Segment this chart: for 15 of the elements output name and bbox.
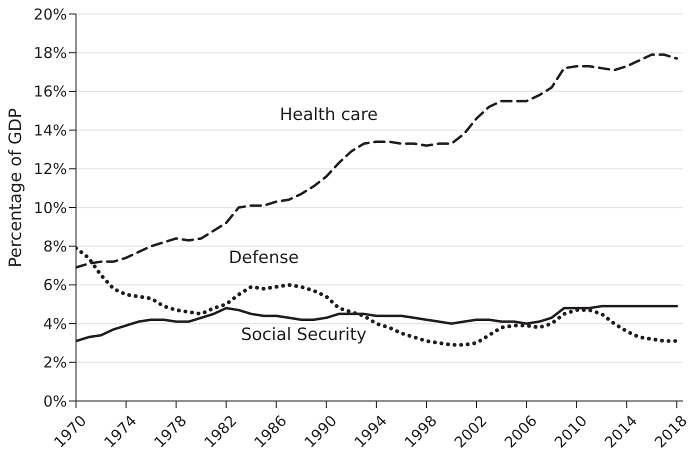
y-tick-label: 2% bbox=[43, 354, 67, 372]
y-tick-label: 4% bbox=[43, 314, 67, 333]
y-tick-label: 14% bbox=[34, 121, 67, 140]
series-label: Social Security bbox=[240, 324, 367, 345]
y-tick-label: 0% bbox=[43, 392, 67, 410]
series-label: Defense bbox=[228, 248, 299, 268]
y-tick-label: 20% bbox=[34, 5, 67, 24]
y-tick-label: 12% bbox=[34, 160, 67, 178]
y-tick-label: 16% bbox=[34, 82, 67, 101]
y-axis-title: Percentage of GDP bbox=[6, 108, 26, 268]
y-tick-label: 18% bbox=[34, 44, 67, 62]
y-tick-label: 8% bbox=[43, 238, 67, 256]
series-label: Health care bbox=[280, 104, 378, 125]
y-tick-label: 6% bbox=[43, 276, 67, 294]
y-tick-label: 10% bbox=[34, 198, 67, 217]
